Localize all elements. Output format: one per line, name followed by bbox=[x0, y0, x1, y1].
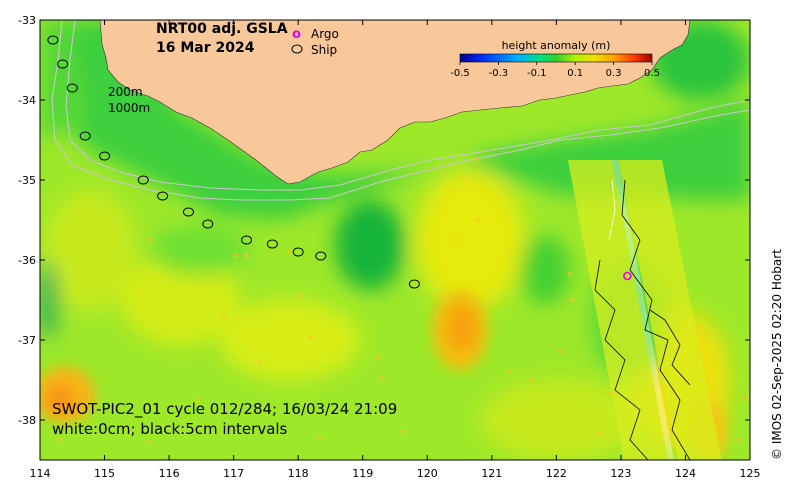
plot-frame bbox=[39, 19, 751, 461]
argo-legend-symbol: o bbox=[292, 27, 301, 42]
y-tick-label: -35 bbox=[18, 174, 36, 187]
y-tick-label: -36 bbox=[18, 254, 36, 267]
colorbar: height anomaly (m) -0.5 -0.3 -0.1 0.1 0.3 0.5 bbox=[450, 39, 660, 79]
isobath-label-200m: 200m bbox=[108, 85, 143, 99]
colorbar-gradient bbox=[459, 53, 653, 63]
ship-marker bbox=[315, 251, 327, 261]
colorbar-ticks: -0.5 -0.3 -0.1 0.1 0.3 0.5 bbox=[450, 62, 660, 79]
x-tick-label: 123 bbox=[610, 467, 631, 480]
anomaly-field-highs bbox=[40, 290, 728, 460]
ship-legend-icon bbox=[291, 44, 303, 54]
x-tick-label: 121 bbox=[481, 467, 502, 480]
colorbar-tick-label: -0.5 bbox=[450, 68, 470, 79]
y-tick-label: -33 bbox=[18, 14, 36, 27]
y-tick-label: -34 bbox=[18, 94, 36, 107]
ship-marker bbox=[79, 131, 91, 141]
isobath-lines bbox=[51, 20, 750, 201]
x-tick-label: 117 bbox=[223, 467, 244, 480]
colorbar-tick-label: 0.5 bbox=[644, 68, 660, 79]
colorbar-tick-label: -0.3 bbox=[489, 68, 509, 79]
x-tick-label: 114 bbox=[30, 467, 51, 480]
isobath-label-1000m: 1000m bbox=[108, 101, 150, 115]
y-tick-label: -38 bbox=[18, 414, 36, 427]
scattered-observations bbox=[57, 157, 748, 445]
imos-credit: © IMOS 02-Sep-2025 02:20 Hobart bbox=[770, 249, 784, 460]
ship-marker bbox=[137, 175, 149, 185]
x-tick-label: 124 bbox=[675, 467, 696, 480]
x-tick-label: 122 bbox=[546, 467, 567, 480]
y-axis: -33 -34 -35 -36 -37 -38 bbox=[18, 14, 750, 427]
ship-track bbox=[47, 35, 420, 289]
ship-marker bbox=[99, 151, 111, 161]
colorbar-tick-label: 0.1 bbox=[567, 68, 583, 79]
x-tick-label: 115 bbox=[94, 467, 115, 480]
ship-marker bbox=[47, 35, 59, 45]
ship-marker bbox=[57, 59, 69, 69]
ship-legend-label: Ship bbox=[311, 43, 337, 57]
ship-marker bbox=[202, 219, 214, 229]
argo-floats bbox=[623, 271, 632, 281]
swot-pass-info: SWOT-PIC2_01 cycle 012/284; 16/03/24 21:… bbox=[52, 400, 397, 419]
ship-marker bbox=[408, 279, 420, 289]
ship-marker bbox=[241, 235, 253, 245]
map-title-line2: 16 Mar 2024 bbox=[156, 40, 255, 56]
x-axis: 114 115 116 117 118 119 120 121 122 123 124 125 bbox=[30, 20, 761, 480]
ship-marker bbox=[182, 207, 194, 217]
contour-interval-info: white:0cm; black:5cm intervals bbox=[52, 420, 288, 438]
y-tick-label: -37 bbox=[18, 334, 36, 347]
x-tick-label: 116 bbox=[159, 467, 180, 480]
colorbar-title: height anomaly (m) bbox=[502, 39, 611, 52]
argo-legend-label: Argo bbox=[311, 27, 339, 41]
argo-marker bbox=[623, 271, 632, 281]
symbol-legend: o Argo Ship bbox=[291, 27, 339, 57]
x-tick-label: 118 bbox=[288, 467, 309, 480]
ship-marker bbox=[292, 247, 304, 257]
ship-marker bbox=[157, 191, 169, 201]
x-tick-label: 119 bbox=[352, 467, 373, 480]
colorbar-tick-label: -0.1 bbox=[527, 68, 547, 79]
swot-swath bbox=[568, 160, 722, 460]
map-title-line1: NRT00 adj. GSLA bbox=[156, 21, 288, 37]
colorbar-tick-label: 0.3 bbox=[606, 68, 622, 79]
ship-marker bbox=[266, 239, 278, 249]
ship-marker bbox=[66, 83, 78, 93]
x-tick-label: 120 bbox=[417, 467, 438, 480]
x-tick-label: 125 bbox=[740, 467, 761, 480]
